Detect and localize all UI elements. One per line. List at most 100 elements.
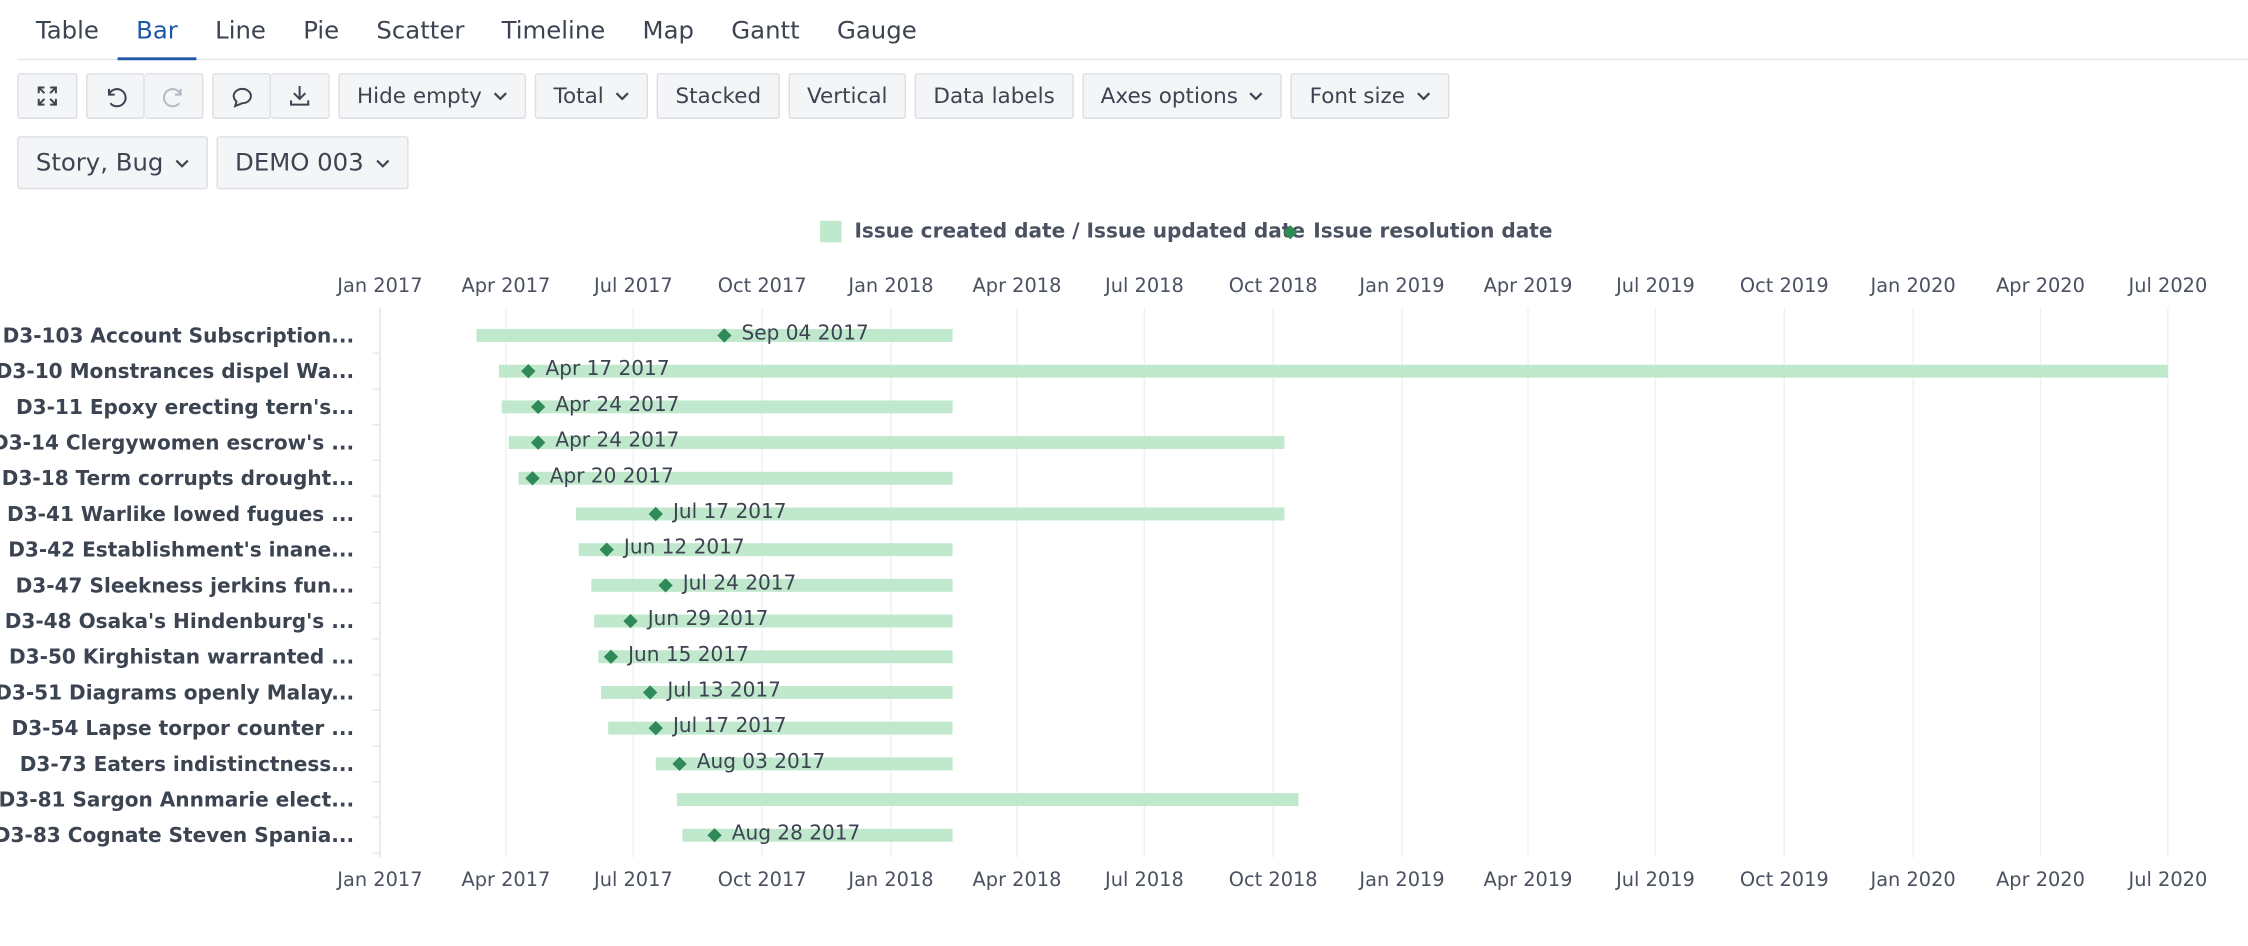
x-tick-label: Jan 2018 <box>847 274 933 297</box>
data-label: Jul 17 2017 <box>671 713 787 737</box>
x-tick-label: Apr 2019 <box>1484 274 1573 297</box>
x-tick-label: Jan 2019 <box>1358 274 1444 297</box>
x-tick-label: Jul 2018 <box>1104 274 1184 297</box>
resolution-marker <box>672 756 687 772</box>
toolbar-button[interactable]: Hide empty <box>338 73 527 119</box>
label: Font size <box>1309 83 1405 109</box>
category-label: D3-14 Clergywomen escrow's ... <box>0 431 354 455</box>
x-tick-label: Apr 2019 <box>1484 868 1573 891</box>
bar <box>601 686 953 699</box>
data-label: Apr 24 2017 <box>555 392 679 416</box>
x-tick-label: Jan 2017 <box>336 274 422 297</box>
x-tick-label: Oct 2018 <box>1229 274 1318 297</box>
bar <box>508 436 1285 450</box>
x-tick-label: Jan 2017 <box>336 868 422 891</box>
tab[interactable]: Gauge <box>818 0 935 60</box>
x-tick-label: Jul 2017 <box>593 274 673 297</box>
data-label: Jun 29 2017 <box>646 606 769 630</box>
data-label: Jun 12 2017 <box>622 535 745 559</box>
data-label: Apr 24 2017 <box>555 428 679 452</box>
toolbar-button[interactable]: Total <box>534 73 649 119</box>
data-label: Jul 24 2017 <box>681 570 797 594</box>
x-tick-label: Jul 2019 <box>1615 274 1695 297</box>
bar <box>676 793 1299 807</box>
share-group <box>212 73 330 119</box>
x-tick-label: Jul 2020 <box>2128 868 2208 891</box>
data-label: Aug 28 2017 <box>732 820 861 844</box>
tab[interactable]: Line <box>196 0 284 60</box>
toolbar-button[interactable]: Axes options <box>1082 73 1283 119</box>
category-label: D3-103 Account Subscription... <box>3 323 355 347</box>
comment-button[interactable] <box>212 73 271 119</box>
resolution-marker <box>642 685 658 700</box>
fullscreen-button[interactable] <box>17 73 78 119</box>
redo-button[interactable] <box>144 73 204 119</box>
bar <box>682 828 953 842</box>
bar <box>594 614 953 628</box>
bar <box>578 543 953 557</box>
label: Line <box>215 17 266 46</box>
category-label: D3-41 Warlike lowed fugues ... <box>7 502 354 526</box>
label: DEMO 003 <box>235 148 364 178</box>
legend-label: Issue resolution date <box>1313 219 1552 243</box>
tab[interactable]: Map <box>624 0 713 60</box>
bar <box>655 757 953 771</box>
x-tick-label: Oct 2018 <box>1229 868 1318 891</box>
history-group <box>86 73 204 119</box>
tab[interactable]: Gantt <box>713 0 819 60</box>
bar <box>598 650 953 664</box>
data-label: Apr 20 2017 <box>550 463 674 487</box>
filter-dropdown[interactable]: Story, Bug <box>17 136 208 190</box>
bar <box>501 400 953 414</box>
data-label: Aug 03 2017 <box>697 749 826 773</box>
x-tick-label: Jan 2020 <box>1869 868 1955 891</box>
category-label: D3-83 Cognate Steven Spania... <box>0 823 354 847</box>
label: Timeline <box>501 17 606 46</box>
x-tick-label: Jul 2020 <box>2128 274 2208 297</box>
x-tick-label: Apr 2020 <box>1996 274 2085 297</box>
resolution-marker <box>521 364 536 379</box>
toolbar-button[interactable]: Font size <box>1290 73 1450 119</box>
x-tick-label: Apr 2017 <box>462 274 551 297</box>
filter-dropdown[interactable]: DEMO 003 <box>216 136 409 190</box>
tab[interactable]: Timeline <box>483 0 624 60</box>
x-tick-label: Jul 2017 <box>593 868 673 891</box>
label: Axes options <box>1100 83 1238 109</box>
legend-swatch <box>820 220 842 243</box>
category-label: D3-42 Establishment's inane... <box>8 538 354 562</box>
toolbar-button[interactable]: Stacked <box>656 73 780 119</box>
label: Map <box>642 17 695 46</box>
bar <box>498 364 2168 378</box>
tab[interactable]: Bar <box>117 0 197 61</box>
tab[interactable]: Table <box>17 0 117 60</box>
bar <box>591 578 953 592</box>
label: Table <box>35 17 99 46</box>
x-tick-label: Jul 2018 <box>1104 868 1184 891</box>
toolbar-button[interactable]: Vertical <box>788 73 907 119</box>
x-tick-label: Oct 2019 <box>1740 868 1829 891</box>
category-label: D3-51 Diagrams openly Malay... <box>0 680 354 704</box>
download-button[interactable] <box>270 73 330 119</box>
x-tick-label: Jan 2018 <box>847 868 933 891</box>
x-tick-label: Apr 2017 <box>462 868 551 891</box>
category-label: D3-18 Term corrupts drought... <box>2 466 354 490</box>
toolbar: Hide empty Total Stacked Vertical Data label… <box>17 73 1450 119</box>
x-tick-label: Jan 2019 <box>1358 868 1444 891</box>
tab-bar: Table Bar Line Pie Scatter Timeline Map Gantt Ga… <box>17 0 2248 61</box>
x-tick-label: Jan 2020 <box>1869 274 1955 297</box>
tab[interactable]: Scatter <box>358 0 483 60</box>
x-tick-label: Apr 2018 <box>973 868 1062 891</box>
label: Data labels <box>933 83 1055 109</box>
x-tick-label: Oct 2017 <box>718 868 807 891</box>
bar <box>476 329 953 342</box>
category-label: D3-11 Epoxy erecting tern's... <box>16 395 354 419</box>
category-label: D3-48 Osaka's Hindenburg's ... <box>5 609 354 633</box>
data-label: Jul 13 2017 <box>665 678 781 702</box>
category-label: D3-54 Lapse torpor counter ... <box>12 716 355 740</box>
toolbar-button[interactable]: Data labels <box>914 73 1074 119</box>
undo-button[interactable] <box>86 73 145 119</box>
tab[interactable]: Pie <box>285 0 358 60</box>
legend-label: Issue created date / Issue updated date <box>854 219 1304 243</box>
